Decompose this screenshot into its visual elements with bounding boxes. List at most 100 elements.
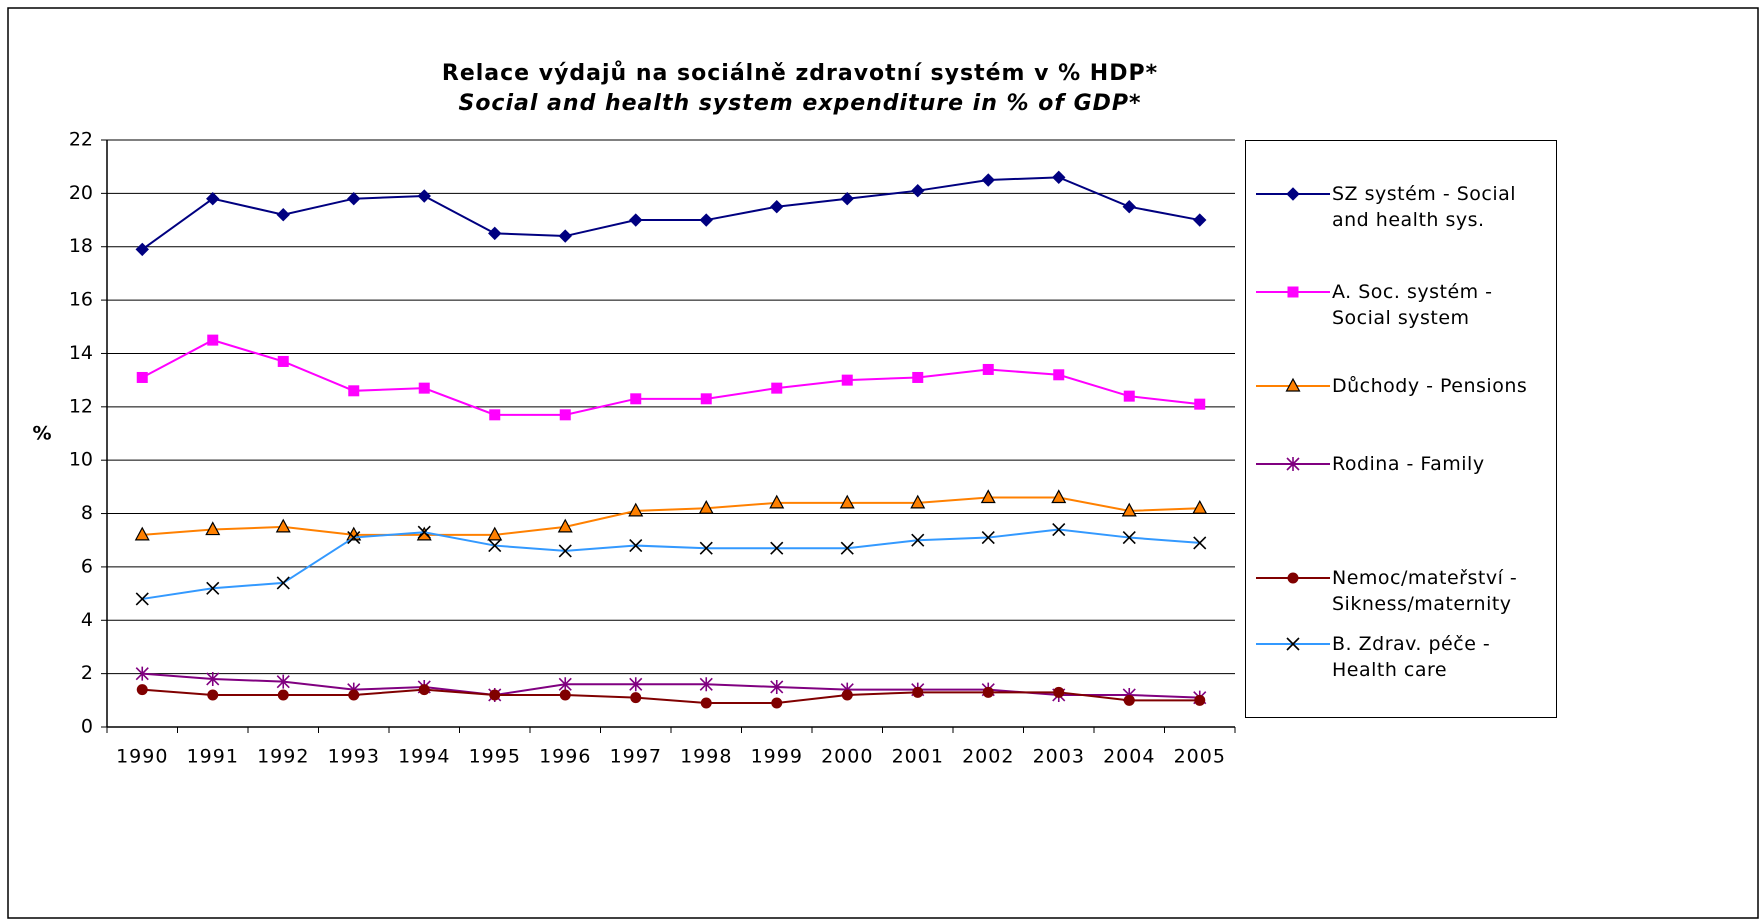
- marker: [1053, 686, 1065, 698]
- marker: [1123, 390, 1135, 402]
- legend-label: SZ systém - Social and health sys.: [1332, 183, 1517, 231]
- x-tick-label: 1998: [680, 746, 732, 768]
- marker: [558, 229, 572, 243]
- legend-swatch: [1256, 572, 1330, 584]
- marker: [135, 592, 149, 606]
- marker: [206, 581, 220, 595]
- x-tick-label: 2003: [1033, 746, 1085, 768]
- marker: [629, 213, 643, 227]
- marker: [770, 541, 784, 555]
- marker: [840, 191, 854, 206]
- marker: [698, 499, 714, 514]
- legend-label: Rodina - Family: [1332, 453, 1485, 475]
- marker: [557, 518, 573, 533]
- marker: [1122, 530, 1136, 545]
- marker: [1287, 572, 1299, 584]
- marker: [629, 677, 643, 692]
- y-axis-label: %: [32, 423, 51, 445]
- marker: [840, 541, 854, 555]
- chart-title: Relace výdajů na sociálně zdravotní syst…: [442, 61, 1158, 86]
- y-tick-label: 8: [81, 502, 93, 524]
- marker: [275, 518, 291, 533]
- marker: [839, 494, 855, 509]
- marker: [135, 666, 149, 681]
- y-tick-label: 22: [69, 129, 93, 151]
- x-tick-label: 1991: [187, 746, 239, 768]
- y-tick-label: 16: [69, 289, 93, 311]
- y-tick-label: 4: [81, 609, 93, 631]
- marker: [982, 686, 994, 698]
- x-tick-label: 1999: [751, 746, 803, 768]
- y-tick-label: 10: [69, 449, 93, 471]
- marker: [1052, 522, 1066, 537]
- legend-label: Nemoc/mateřství - Sikness/maternity: [1332, 567, 1518, 615]
- marker: [1286, 637, 1300, 651]
- marker: [770, 679, 784, 694]
- marker: [276, 674, 290, 689]
- y-tick-label: 20: [69, 182, 93, 204]
- marker: [770, 199, 784, 214]
- marker: [1122, 199, 1136, 214]
- y-tick-label: 0: [81, 716, 93, 738]
- y-tick-label: 12: [69, 395, 93, 417]
- legend-label: Důchody - Pensions: [1332, 375, 1528, 397]
- x-tick-label: 2000: [821, 746, 873, 768]
- marker: [699, 541, 713, 555]
- marker: [418, 684, 430, 696]
- x-tick-label: 1997: [610, 746, 662, 768]
- x-tick-label: 1990: [116, 746, 168, 768]
- series-line: [141, 176, 1200, 251]
- marker: [277, 355, 289, 367]
- y-tick-label: 6: [81, 555, 93, 577]
- series-line: [141, 339, 1200, 416]
- marker: [910, 494, 926, 509]
- marker: [417, 525, 431, 539]
- marker: [700, 393, 712, 405]
- x-tick-label: 2004: [1103, 746, 1155, 768]
- marker: [276, 208, 290, 222]
- marker: [347, 530, 361, 545]
- marker: [1285, 377, 1301, 392]
- legend-label: B. Zdrav. péče - Health care: [1332, 633, 1491, 681]
- marker: [207, 689, 219, 701]
- marker: [1193, 536, 1207, 550]
- marker: [206, 671, 220, 686]
- marker: [276, 576, 290, 590]
- marker: [558, 544, 572, 558]
- marker: [1194, 398, 1206, 410]
- marker: [911, 533, 925, 547]
- marker: [982, 363, 994, 375]
- legend-swatch: [1256, 187, 1330, 201]
- series-line: [142, 528, 1200, 600]
- marker: [1053, 369, 1065, 381]
- marker: [700, 697, 712, 709]
- marker: [629, 538, 643, 553]
- marker: [912, 371, 924, 383]
- x-tick-label: 1994: [398, 746, 450, 768]
- frame: [7, 7, 1759, 919]
- marker: [699, 677, 713, 692]
- marker: [206, 191, 220, 206]
- x-tick-label: 2005: [1174, 746, 1226, 768]
- marker: [348, 689, 360, 701]
- x-tick-label: 1992: [257, 746, 309, 768]
- marker: [417, 189, 431, 203]
- y-tick-label: 14: [69, 342, 93, 364]
- legend-swatch: [1256, 377, 1330, 392]
- marker: [136, 684, 148, 696]
- series-line: [142, 688, 1200, 704]
- marker: [1286, 187, 1300, 201]
- x-tick-label: 1993: [328, 746, 380, 768]
- legend-label: A. Soc. systém - Social system: [1332, 281, 1493, 329]
- marker: [488, 226, 502, 241]
- marker: [630, 393, 642, 405]
- marker: [980, 489, 996, 504]
- marker: [771, 697, 783, 709]
- marker: [630, 692, 642, 704]
- marker: [489, 409, 501, 421]
- x-tick-label: 1995: [469, 746, 521, 768]
- marker: [1193, 213, 1207, 227]
- chart-subtitle: Social and health system expenditure in …: [458, 91, 1141, 116]
